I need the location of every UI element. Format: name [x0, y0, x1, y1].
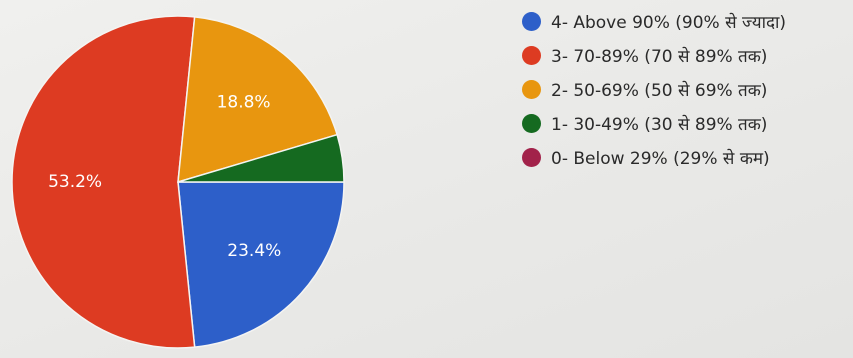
legend-label: 4- Above 90% (90% से ज्यादा) [551, 12, 787, 33]
pie-slice [177, 16, 339, 184]
legend-swatch [522, 79, 541, 99]
legend: 4- Above 90% (90% से ज्यादा) 3- 70-89% (… [522, 4, 786, 174]
legend-label: 0- Below 29% (29% से कम) [551, 148, 770, 169]
legend-swatch [522, 113, 541, 133]
slice-value-label: 23.4% [227, 241, 281, 261]
legend-item: 3- 70-89% (70 से 89% तक) [522, 38, 786, 72]
pie-slice [11, 15, 196, 349]
legend-label: 3- 70-89% (70 से 89% तक) [551, 46, 768, 67]
legend-item: 0- Below 29% (29% से कम) [522, 140, 786, 174]
legend-label: 2- 50-69% (50 से 69% तक) [551, 80, 768, 101]
pie-slice [177, 181, 345, 348]
slice-value-label: 53.2% [48, 172, 102, 192]
pie-chart: 23.4% 53.2% 18.8% [11, 15, 345, 349]
legend-item: 1- 30-49% (30 से 89% तक) [522, 106, 786, 140]
pie-slice [177, 133, 345, 183]
legend-label: 1- 30-49% (30 से 89% तक) [551, 114, 768, 135]
legend-swatch [522, 11, 541, 31]
legend-swatch [522, 147, 541, 167]
slice-value-label: 18.8% [217, 93, 271, 113]
legend-item: 2- 50-69% (50 से 69% तक) [522, 72, 786, 106]
legend-swatch [522, 45, 541, 65]
legend-item: 4- Above 90% (90% से ज्यादा) [522, 4, 786, 38]
